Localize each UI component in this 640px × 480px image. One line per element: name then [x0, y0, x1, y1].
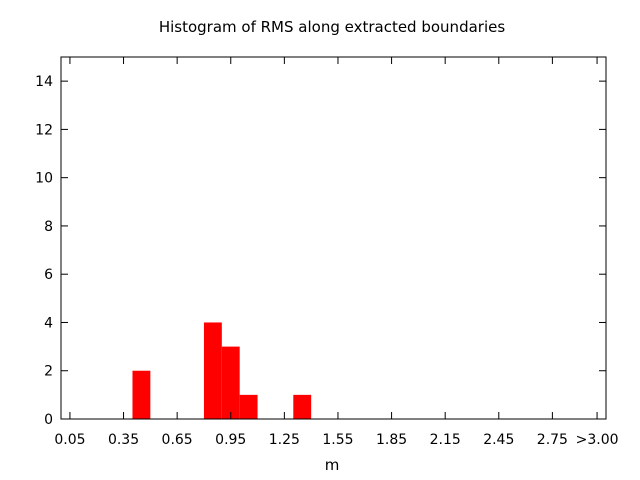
y-tick-label-3: 6 — [44, 267, 53, 283]
y-tick-label-7: 14 — [35, 74, 53, 90]
x-tick-label-3: 0.95 — [215, 432, 246, 448]
x-tick-label-4: 1.25 — [269, 432, 300, 448]
x-tick-label-5: 1.55 — [322, 432, 353, 448]
ticks-group — [61, 57, 606, 420]
x-tick-label-6: 1.85 — [376, 432, 407, 448]
tick-labels-group: 0 2 4 6 8 10 12 14 0.05 0.35 0.65 0.95 1.25 1.55 1.85 2… — [35, 74, 618, 448]
x-tick-label-7: 2.15 — [430, 432, 461, 448]
y-tick-label-1: 2 — [44, 364, 53, 380]
x-tick-label-9: 2.75 — [537, 432, 568, 448]
x-tick-label-1: 0.35 — [108, 432, 139, 448]
bar-2 — [221, 346, 240, 419]
bar-0 — [132, 370, 151, 419]
plot-frame — [60, 56, 607, 420]
x-tick-label-0: 0.05 — [54, 432, 85, 448]
x-axis-label: m — [325, 456, 340, 474]
x-tick-label-8: 2.45 — [483, 432, 514, 448]
chart-title: Histogram of RMS along extracted boundar… — [159, 18, 506, 36]
y-tick-label-4: 8 — [44, 219, 53, 235]
y-tick-label-0: 0 — [44, 412, 53, 428]
y-tick-label-6: 12 — [35, 122, 53, 138]
y-tick-label-5: 10 — [35, 171, 53, 187]
x-tick-label-10: >3.00 — [576, 432, 619, 448]
x-tick-label-2: 0.65 — [162, 432, 193, 448]
bar-3 — [239, 394, 258, 419]
bars-group — [132, 322, 312, 419]
bar-4 — [293, 394, 312, 419]
bar-1 — [203, 322, 222, 419]
y-tick-label-2: 4 — [44, 315, 53, 331]
